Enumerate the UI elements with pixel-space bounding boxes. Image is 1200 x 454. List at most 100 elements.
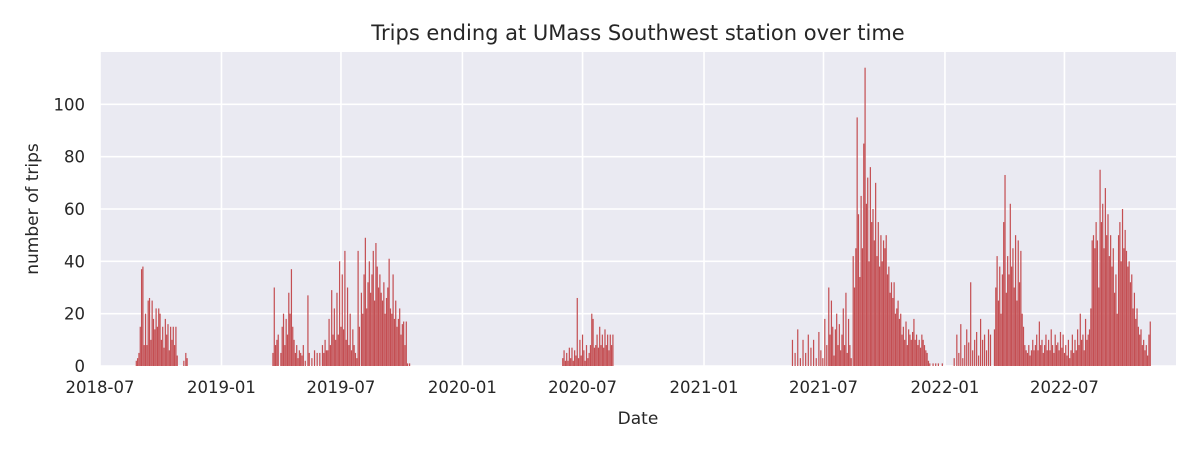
bar (824, 318, 826, 366)
bar (599, 326, 601, 366)
bar (1110, 235, 1112, 366)
bar (909, 334, 911, 366)
bar (960, 324, 962, 366)
bar (1131, 274, 1133, 366)
y-axis-ticks: 0 20 40 60 80 100 (54, 95, 86, 376)
bar (1111, 266, 1113, 366)
bar (956, 334, 958, 366)
bar (1073, 352, 1075, 366)
bar (822, 358, 824, 366)
bar (1011, 266, 1013, 366)
bar (1094, 248, 1096, 366)
bar (901, 334, 903, 366)
chart-title: Trips ending at UMass Southwest station … (370, 21, 904, 45)
bar (405, 321, 407, 366)
bar (163, 347, 165, 366)
bar (281, 326, 283, 366)
bar (1127, 266, 1129, 366)
bar (830, 300, 833, 366)
bar (1144, 350, 1146, 366)
bar (608, 350, 610, 366)
bar (820, 350, 822, 366)
bar (836, 313, 838, 366)
bar (374, 300, 376, 366)
bar (319, 352, 321, 366)
bar (840, 350, 842, 366)
y-tick-label: 60 (64, 200, 85, 219)
bar (889, 292, 891, 366)
bar (328, 318, 330, 366)
bar (849, 345, 851, 366)
bar (1045, 334, 1047, 366)
bar (604, 329, 606, 366)
bar (601, 334, 603, 366)
bar (929, 363, 931, 366)
bar (577, 358, 580, 366)
bar (879, 266, 881, 366)
bar (791, 339, 794, 366)
bar (893, 282, 895, 366)
bar (1141, 345, 1143, 366)
bar (1099, 169, 1101, 366)
bar (941, 363, 943, 366)
bar (1033, 350, 1035, 366)
bar (904, 339, 906, 366)
bar (138, 352, 140, 366)
bar (570, 358, 572, 366)
bar (146, 345, 148, 366)
bar (923, 345, 926, 366)
bar (976, 331, 978, 366)
bar (183, 360, 185, 366)
bar (1091, 240, 1093, 366)
bar (1116, 313, 1118, 366)
bar (1049, 350, 1051, 366)
bar (282, 313, 285, 366)
bar (1053, 352, 1055, 366)
bar (358, 326, 361, 366)
bar (572, 360, 574, 366)
bar (935, 363, 937, 366)
bar (1024, 345, 1026, 366)
bar (1081, 339, 1083, 366)
bar (1026, 352, 1029, 366)
bar (356, 358, 358, 366)
bar (329, 345, 331, 366)
bar (1021, 313, 1023, 366)
bar (799, 358, 801, 366)
bar (574, 350, 576, 366)
bar (896, 308, 898, 366)
bar (1084, 318, 1087, 366)
bar (404, 345, 406, 366)
bar (964, 345, 966, 366)
bar (1140, 329, 1142, 366)
bar (324, 339, 326, 366)
bar (872, 209, 874, 366)
bar (857, 214, 860, 366)
bar (288, 292, 290, 366)
bar (366, 308, 368, 366)
bar (1041, 339, 1043, 366)
bar (593, 347, 596, 366)
x-axis-label: Date (618, 409, 659, 429)
bar (151, 300, 153, 366)
bar (1098, 287, 1100, 366)
bar (186, 358, 188, 366)
bar (276, 339, 278, 366)
bar (336, 292, 338, 366)
bar (591, 313, 593, 366)
bar (588, 352, 590, 366)
bar (875, 182, 877, 366)
bar (869, 167, 871, 366)
bar (860, 195, 862, 366)
bar (905, 321, 907, 366)
y-tick-label: 20 (64, 305, 85, 324)
bar (285, 318, 287, 366)
bar (335, 339, 337, 366)
bar (898, 318, 901, 366)
bar (175, 326, 177, 366)
bar (1129, 282, 1132, 366)
bar (914, 339, 916, 366)
bar (1037, 350, 1039, 366)
bar (576, 297, 578, 366)
bar (1046, 350, 1048, 366)
